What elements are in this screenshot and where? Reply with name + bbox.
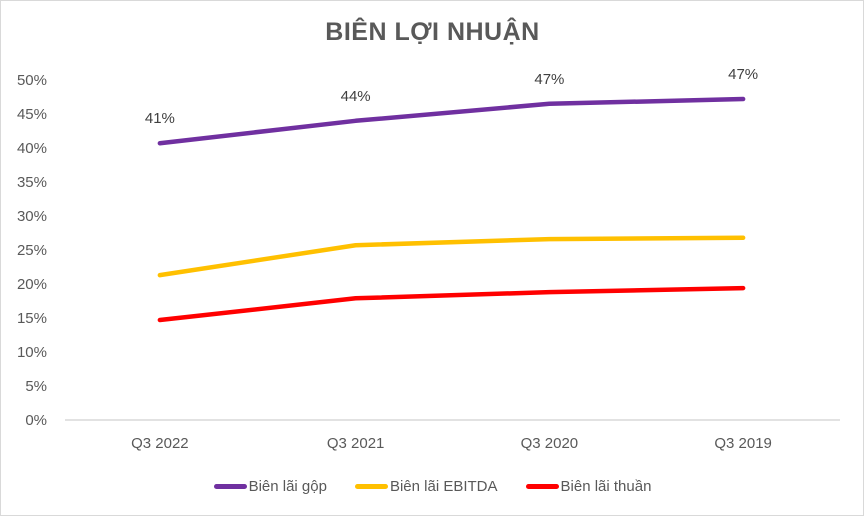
legend-item: Biên lãi gộp (213, 478, 327, 495)
series-line-3 (157, 285, 746, 323)
legend-label: Biên lãi EBITDA (389, 478, 498, 495)
y-tick-label: 50% (17, 72, 47, 89)
y-tick-label: 45% (17, 106, 47, 123)
legend-swatch (213, 484, 247, 489)
data-label: 44% (341, 88, 371, 105)
series-line-2 (157, 235, 746, 278)
x-tick-label: Q3 2022 (131, 435, 189, 452)
y-tick-label: 25% (17, 242, 47, 259)
x-tick-label: Q3 2019 (714, 435, 772, 452)
data-labels: 41% 44% 47% 47% (145, 66, 758, 127)
data-label: 41% (145, 110, 175, 127)
legend-item: Biên lãi thuần (525, 478, 652, 495)
legend-label: Biên lãi thuần (560, 478, 652, 495)
y-tick-label: 30% (17, 208, 47, 225)
series-group (157, 96, 746, 323)
y-tick-label: 5% (25, 378, 47, 395)
data-label: 47% (728, 66, 758, 83)
y-axis: 0% 5% 10% 15% 20% 25% 30% 35% 40% 45% 50% (17, 72, 47, 429)
y-tick-label: 20% (17, 276, 47, 293)
series-line-1 (157, 96, 746, 146)
y-tick-label: 15% (17, 310, 47, 327)
legend-label: Biên lãi gộp (248, 478, 327, 495)
x-axis: Q3 2022 Q3 2021 Q3 2020 Q3 2019 (131, 435, 772, 452)
chart-title: BIÊN LỢI NHUẬN (325, 18, 540, 46)
y-tick-label: 35% (17, 174, 47, 191)
x-tick-label: Q3 2020 (521, 435, 579, 452)
x-tick-label: Q3 2021 (327, 435, 385, 452)
y-tick-label: 0% (25, 412, 47, 429)
y-tick-label: 10% (17, 344, 47, 361)
data-label: 47% (534, 71, 564, 88)
y-tick-label: 40% (17, 140, 47, 157)
legend-swatch (525, 484, 559, 489)
legend-swatch (354, 484, 388, 489)
legend-item: Biên lãi EBITDA (354, 478, 498, 495)
legend: Biên lãi gộp Biên lãi EBITDA Biên lãi thuầ… (0, 478, 865, 495)
